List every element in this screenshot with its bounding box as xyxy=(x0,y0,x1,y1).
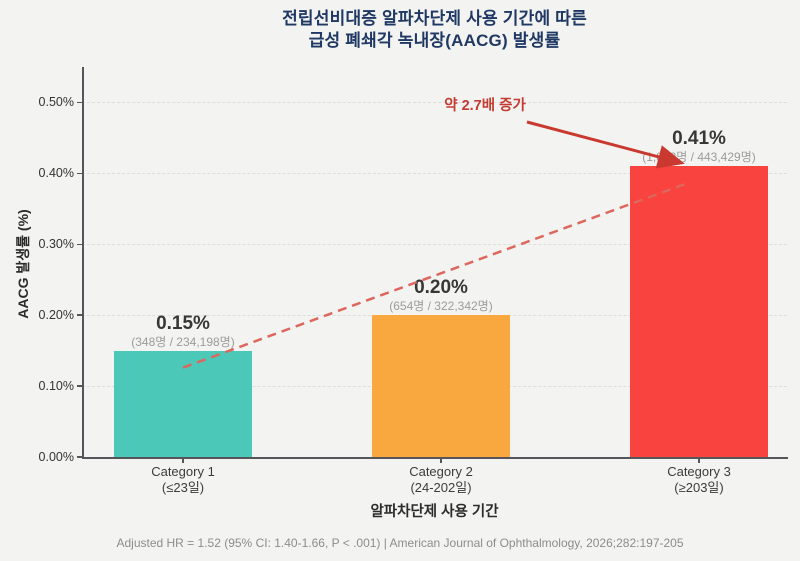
source-citation: Adjusted HR = 1.52 (95% CI: 1.40-1.66, P… xyxy=(116,536,684,550)
x-tick-label-3: Category 3 (≥203일) xyxy=(667,464,731,495)
chart-title-line2: 급성 폐쇄각 녹내장(AACG) 발생률 xyxy=(308,31,561,50)
x-tick-mark xyxy=(182,458,184,463)
x-tick-mark xyxy=(440,458,442,463)
y-tick-mark xyxy=(77,243,82,246)
bar-category-3 xyxy=(630,166,768,457)
y-tick-label-0.40%: 0.40% xyxy=(38,166,74,181)
bar-category-1 xyxy=(114,350,252,457)
y-tick-label-0.20%: 0.20% xyxy=(38,308,74,323)
x-axis-line xyxy=(82,457,788,459)
bar-value-label-2: 0.20% xyxy=(414,277,468,299)
gridline-0.50% xyxy=(82,102,787,104)
x-axis-title: 알파차단제 사용 기간 xyxy=(370,504,499,520)
annotation-label: 약 2.7배 증가 xyxy=(444,98,526,114)
y-tick-label-0.00%: 0.00% xyxy=(38,450,74,464)
x-tick-label-2: Category 2 (24-202일) xyxy=(409,464,473,495)
bar-value-label-1: 0.15% xyxy=(156,312,210,334)
y-tick-mark xyxy=(77,314,82,316)
y-axis-line xyxy=(82,67,84,457)
y-tick-label-0.30%: 0.30% xyxy=(38,237,74,252)
chart-title: 전립선비대증 알파차단제 사용 기간에 따른 급성 폐쇄각 녹내장(AACG) … xyxy=(82,8,787,52)
x-tick-label-1: Category 1 (≤23일) xyxy=(151,464,215,495)
y-tick-label-0.10%: 0.10% xyxy=(38,379,74,394)
y-tick-mark xyxy=(77,385,82,387)
bar-value-label-3: 0.41% xyxy=(672,128,726,150)
bar-count-label-3: (1,822명 / 443,429명) xyxy=(642,150,756,165)
gridline-0.40% xyxy=(82,173,787,175)
bar-count-label-1: (348명 / 234,198명) xyxy=(131,334,235,349)
y-tick-mark xyxy=(77,101,82,104)
bar-count-label-2: (654명 / 322,342명) xyxy=(389,299,493,314)
bar-category-2 xyxy=(372,315,510,457)
y-tick-label-0.50%: 0.50% xyxy=(38,95,74,110)
y-tick-mark xyxy=(77,456,82,458)
chart-title-line1: 전립선비대증 알파차단제 사용 기간에 따른 xyxy=(282,9,587,28)
x-tick-mark xyxy=(698,458,700,463)
y-tick-mark xyxy=(77,172,82,175)
